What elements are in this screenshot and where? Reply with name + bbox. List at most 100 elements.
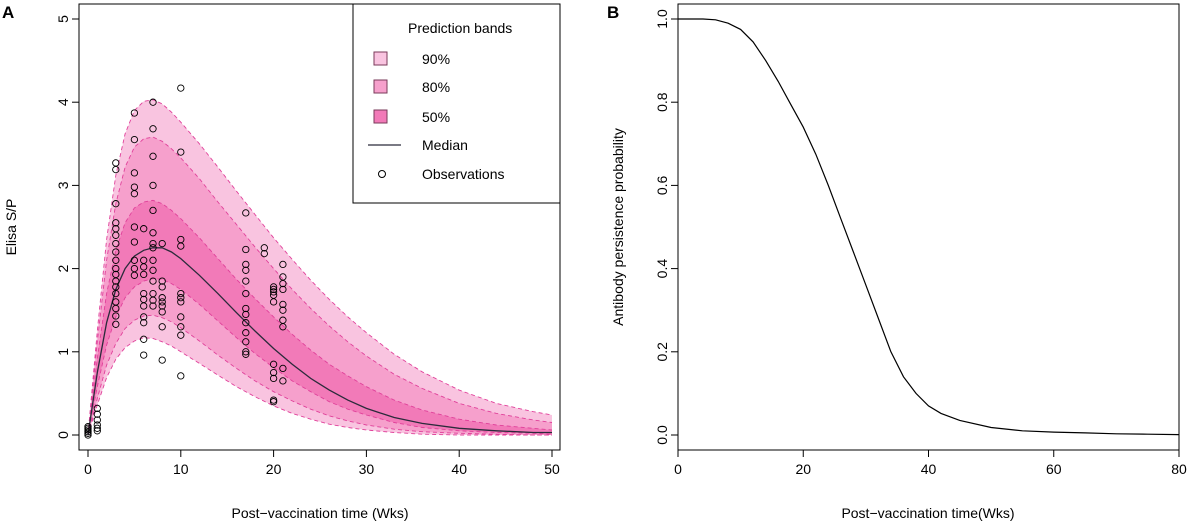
x-tick-label: 10 [173,461,189,477]
panel-a: A 0 10 20 30 40 50 0 1 2 3 4 5 Post−vaccination ti… [2,3,561,521]
x-tick-label: 80 [1171,461,1187,477]
observation-point [112,200,120,208]
x-tick-label: 20 [795,461,811,477]
x-tick-label: 0 [84,461,92,477]
panel-b-y-axis: 0.0 0.2 0.4 0.6 0.8 1.0 [654,9,678,445]
observation-point [158,298,166,306]
observation-point [177,372,185,380]
panel-a-y-axis: 0 1 2 3 4 5 [55,15,79,439]
observation-point [279,279,287,288]
observation-point [177,242,185,250]
observation-point [112,159,120,167]
observation-point [112,248,120,256]
observation-point [130,256,139,264]
observation-point [140,289,148,298]
observation-point [149,181,157,190]
observation-point [149,229,157,237]
observation-point [279,260,287,269]
observation-point [158,308,166,316]
observation-point [242,209,250,217]
band-boundary-50-lower [87,278,553,436]
observation-point [93,404,101,413]
observation-point [140,313,148,321]
observation-point [84,423,92,431]
observation-point [242,260,250,269]
observation-point [149,266,157,274]
observation-point [140,351,148,359]
observation-point [242,304,250,313]
panel-b: B 0 20 40 60 80 0.0 0.2 0.4 0.6 0.8 1.0 Post−vacc… [607,3,1187,521]
x-tick-label: 40 [451,461,467,477]
observation-point [93,424,101,432]
legend-box [352,3,561,204]
persistence-curve [678,18,1180,436]
panel-b-letter: B [607,3,619,22]
observation-point [112,304,120,313]
observation-point [130,271,139,279]
observation-point [158,283,166,291]
band-80 [88,137,552,435]
observation-point [177,294,185,302]
legend-label-50: 50% [422,109,450,125]
observation-point [140,270,148,279]
band-90 [88,99,552,435]
x-tick-label: 50 [544,461,560,477]
legend-label-90: 90% [422,51,450,67]
observation-point [93,416,101,424]
y-tick-label: 3 [55,181,71,189]
observation-point [177,289,185,298]
legend-label-80: 80% [422,79,450,95]
observation-point [242,350,250,358]
legend-observation-marker [378,170,386,178]
legend-swatch-50 [373,109,388,124]
observation-point [130,109,139,117]
panel-b-x-axis: 0 20 40 60 80 [674,450,1187,477]
y-tick-label: 2 [55,264,71,272]
observation-point [149,239,157,248]
observation-point [140,263,148,271]
y-tick-label: 0.4 [654,259,670,279]
observation-point [279,323,287,331]
x-tick-label: 40 [921,461,937,477]
observation-point [279,300,287,309]
y-tick-label: 0 [55,431,71,439]
observation-point [130,223,139,231]
observation-point [260,244,268,252]
legend-label-median: Median [422,137,468,153]
observation-point [269,298,278,306]
observation-point [149,152,157,160]
prediction-bands [87,99,553,436]
y-tick-label: 0.2 [654,342,670,362]
legend-title: Prediction bands [408,20,512,36]
observation-point [112,165,120,174]
observation-point [149,244,157,252]
panel-a-y-axis-title: Elisa S/P [3,199,19,256]
observation-point [140,335,148,343]
observation-point [242,277,250,285]
persistence-line [678,18,1180,436]
observation-point [93,421,101,429]
median-line [87,247,552,436]
observation-points [84,84,287,439]
observation-point [269,398,278,406]
observation-point [158,356,166,364]
observation-point [242,319,250,327]
observation-point [93,410,101,418]
observation-point [158,277,166,285]
band-boundary-50-upper [87,199,553,436]
panel-b-y-axis-title: Antibody persistence probability [610,128,626,326]
observation-point [112,264,120,273]
observation-point [242,310,250,319]
observation-point [260,249,268,258]
observation-point [112,277,120,285]
observation-point [177,313,185,321]
observation-point [177,298,185,306]
observation-point [140,225,148,233]
observation-point [177,323,185,331]
panel-a-letter: A [2,3,14,22]
legend-label-observations: Observations [422,166,504,182]
observation-point [130,169,139,177]
band-boundary-90-lower [87,337,552,436]
observation-point [269,360,278,368]
legend-swatch-80 [373,79,388,94]
